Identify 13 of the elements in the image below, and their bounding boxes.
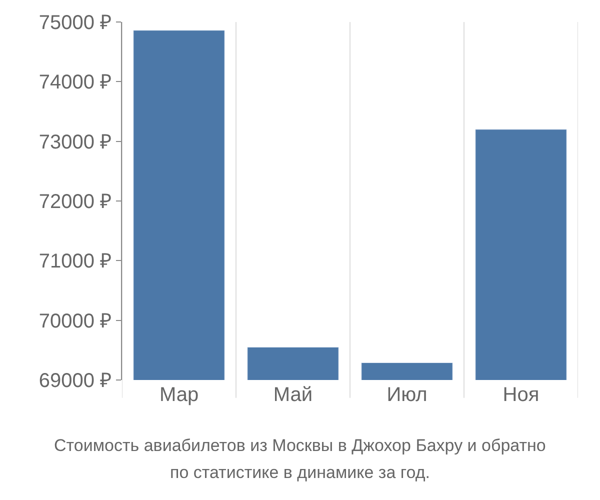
x-tick-label: Мар: [159, 384, 199, 406]
y-tick-label: 70000 ₽: [38, 310, 112, 332]
x-tick-label: Ноя: [502, 384, 540, 406]
x-tick-label: Май: [273, 384, 313, 406]
y-tick-label: 73000 ₽: [38, 131, 112, 154]
text: Стоимость авиабилетов из Москвы в Джохор Бахру и обратно: [54, 436, 546, 455]
x-tick-label: Июл: [386, 384, 428, 406]
y-tick-label: 74000 ₽: [38, 72, 112, 94]
y-tick-label: 75000 ₽: [38, 12, 112, 34]
y-tick-label: 71000 ₽: [38, 250, 112, 273]
y-tick-label: 72000 ₽: [38, 191, 112, 213]
y-tick-label: 69000 ₽: [38, 370, 112, 392]
text: по статистике в динамике за год.: [170, 463, 430, 482]
